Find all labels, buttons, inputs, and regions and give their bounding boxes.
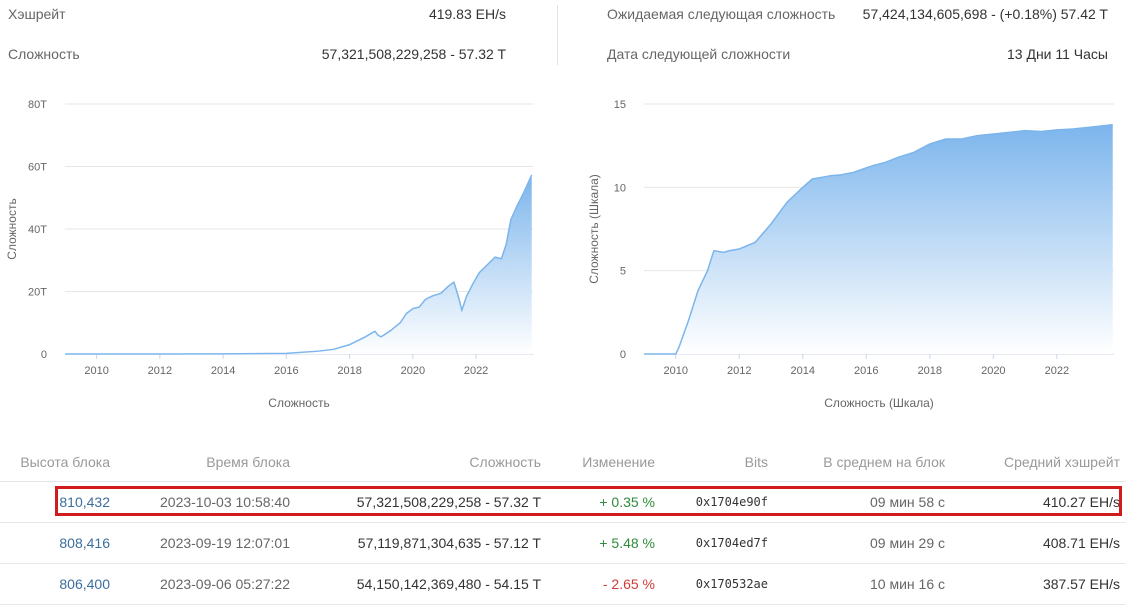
next-date-value: 13 Дни 11 Часы (1007, 46, 1108, 62)
avg-hashrate: 410.27 EH/s (951, 481, 1126, 523)
y-tick-label: 15 (614, 99, 626, 111)
series-line (65, 174, 533, 355)
y-tick-label: 40T (28, 224, 47, 236)
block-difficulty: 57,321,508,229,258 - 57.32 T (296, 481, 547, 523)
next-difficulty-value: 57,424,134,605,698 - (+0.18%) 57.42 T (862, 6, 1108, 22)
x-tick-label: 2014 (211, 365, 235, 377)
x-tick-label: 2010 (664, 365, 688, 377)
table-row: 806,400 2023-09-06 05:27:22 54,150,142,3… (0, 563, 1126, 605)
col-header-bits: Bits (661, 443, 774, 482)
y-axis-title: Сложность (5, 198, 19, 259)
col-header-avg-hashrate: Средний хэшрейт (951, 443, 1126, 482)
block-height-link[interactable]: 808,416 (0, 522, 116, 564)
x-tick-label: 2016 (274, 365, 298, 377)
difficulty-change: + 0.35 % (547, 481, 661, 523)
x-tick-label: 2010 (84, 365, 108, 377)
avg-hashrate: 387.57 EH/s (951, 563, 1126, 605)
x-tick-label: 2016 (854, 365, 878, 377)
difficulty-change: + 5.48 % (547, 522, 661, 564)
series-area (644, 124, 1113, 354)
difficulty-chart: 0 20T 40T 60T 80T 2010 2012 2014 2016 2018 2020 202… (5, 99, 533, 410)
x-tick-label: 2012 (148, 365, 172, 377)
table-row: 810,432 2023-10-03 10:58:40 57,321,508,2… (0, 481, 1126, 523)
col-header-change: Изменение (547, 443, 661, 482)
hashrate-value: 419.83 EH/s (428, 6, 506, 22)
col-header-difficulty: Сложность (296, 443, 547, 482)
col-header-time: Время блока (116, 443, 296, 482)
x-tick-label: 2018 (337, 365, 361, 377)
y-tick-label: 10 (614, 182, 626, 194)
y-tick-label: 0 (41, 349, 47, 361)
avg-block-time: 10 мин 16 с (774, 563, 951, 605)
difficulty-change: - 2.65 % (547, 563, 661, 605)
x-tick-label: 2014 (791, 365, 815, 377)
next-date-label: Дата следующей сложности (607, 46, 791, 62)
next-difficulty-label: Ожидаемая следующая сложность (607, 6, 836, 22)
x-tick-label: 2018 (918, 365, 942, 377)
y-tick-label: 0 (620, 349, 626, 361)
avg-block-time: 09 мин 58 с (774, 481, 951, 523)
block-bits: 0x170532ae (661, 563, 774, 605)
block-difficulty: 54,150,142,369,480 - 54.15 T (296, 563, 547, 605)
y-tick-label: 80T (28, 99, 47, 111)
block-time: 2023-10-03 10:58:40 (116, 481, 296, 523)
table-row: 808,416 2023-09-19 12:07:01 57,119,871,3… (0, 522, 1126, 564)
x-tick-label: 2012 (727, 365, 751, 377)
x-axis-title: Сложность (268, 396, 329, 410)
hashrate-label: Хэшрейт (8, 6, 66, 22)
x-axis-title: Сложность (Шкала) (824, 396, 934, 410)
block-time: 2023-09-19 12:07:01 (116, 522, 296, 564)
block-height-link[interactable]: 810,432 (0, 481, 116, 523)
y-tick-label: 60T (28, 162, 47, 174)
series-line (644, 123, 1113, 355)
difficulty-log-chart: 0 5 10 15 2010 2012 2014 2016 2018 2020 2022 Сложно… (587, 99, 1114, 410)
block-height-link[interactable]: 806,400 (0, 563, 116, 605)
y-tick-label: 20T (28, 287, 47, 299)
block-bits: 0x1704ed7f (661, 522, 774, 564)
table-header-row: Высота блока Время блока Сложность Измен… (0, 443, 1126, 482)
avg-block-time: 09 мин 29 с (774, 522, 951, 564)
block-bits: 0x1704e90f (661, 481, 774, 523)
x-tick-label: 2022 (464, 365, 488, 377)
difficulty-table: Высота блока Время блока Сложность Измен… (0, 443, 1126, 605)
y-tick-label: 5 (620, 266, 626, 278)
difficulty-label: Сложность (8, 46, 80, 62)
x-tick-label: 2020 (401, 365, 425, 377)
difficulty-value: 57,321,508,229,258 - 57.32 T (321, 46, 506, 62)
y-axis-title: Сложность (Шкала) (587, 174, 601, 284)
x-tick-label: 2020 (981, 365, 1005, 377)
avg-hashrate: 408.71 EH/s (951, 522, 1126, 564)
block-time: 2023-09-06 05:27:22 (116, 563, 296, 605)
stats-divider (557, 5, 558, 65)
col-header-height: Высота блока (0, 443, 116, 482)
x-tick-label: 2022 (1045, 365, 1069, 377)
block-difficulty: 57,119,871,304,635 - 57.12 T (296, 522, 547, 564)
col-header-avg-block: В среднем на блок (774, 443, 951, 482)
series-area (65, 174, 532, 354)
